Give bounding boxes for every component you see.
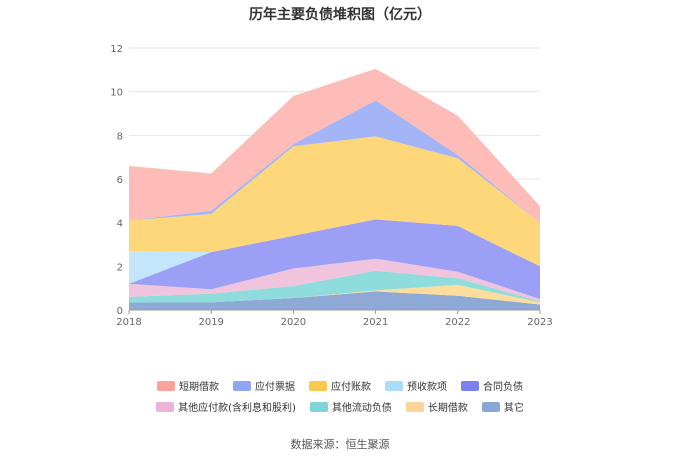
area-长期借款 [129, 284, 540, 305]
y-tick-label: 2 [117, 262, 123, 273]
area-其他流动负债 [129, 270, 540, 303]
y-tick-label: 0 [117, 306, 123, 317]
chart-title: 历年主要负债堆积图（亿元） [249, 7, 431, 23]
legend-row-1: 短期借款 应付票据 应付账款 预收款项 合同负债 [0, 378, 680, 393]
area-应付账款 [129, 136, 540, 267]
legend-item[interactable]: 应付账款 [309, 378, 371, 393]
legend-label: 合同负债 [483, 382, 523, 393]
legend-item[interactable]: 合同负债 [461, 378, 523, 393]
legend-swatch [385, 380, 403, 391]
legend-item[interactable]: 应付票据 [233, 378, 295, 393]
legend-label: 短期借款 [179, 382, 219, 393]
legend-label: 长期借款 [427, 403, 468, 414]
y-tick-label: 4 [117, 219, 123, 230]
legend-swatch [156, 401, 175, 412]
x-tick-label: 2021 [363, 317, 388, 328]
legend-item[interactable]: 预收款项 [385, 378, 447, 393]
area-其他应付款(含利息和股利) [129, 258, 540, 302]
area-series [129, 68, 540, 310]
x-tick-label: 2023 [527, 317, 552, 328]
legend-item[interactable]: 长期借款 [405, 399, 468, 414]
legend-row-2: 其他应付款(含利息和股利) 其他流动负债 长期借款 其它 [0, 399, 680, 414]
legend-swatch [461, 380, 479, 391]
stacked-area-chart: 0 2 4 6 8 10 12 2018 2019 2020 2021 2022 2023 [110, 44, 552, 328]
area-其它 [129, 291, 540, 310]
x-tick-label: 2018 [116, 317, 141, 328]
legend-swatch [309, 380, 327, 391]
y-tick-label: 6 [117, 175, 123, 186]
data-source: 数据来源：恒生聚源 [290, 438, 390, 451]
legend-label: 应付账款 [331, 382, 371, 393]
legend-swatch [405, 401, 424, 412]
legend-swatch [157, 380, 175, 391]
y-tick-label: 10 [110, 88, 123, 99]
legend-label: 其它 [503, 403, 524, 414]
area-合同负债 [129, 219, 540, 300]
legend-swatch [481, 401, 500, 412]
y-tick-label: 8 [117, 131, 123, 142]
legend-item[interactable]: 其他应付款(含利息和股利) [156, 399, 296, 414]
legend-item[interactable]: 短期借款 [157, 378, 219, 393]
x-tick-label: 2020 [281, 317, 306, 328]
legend-swatch [233, 380, 251, 391]
area-短期借款 [129, 68, 540, 223]
axes: 0 2 4 6 8 10 12 2018 2019 2020 2021 2022 2023 [110, 44, 552, 328]
legend-label: 应付票据 [255, 382, 295, 393]
area-应付票据 [129, 100, 540, 223]
x-tick-label: 2022 [445, 317, 470, 328]
legend-item[interactable]: 其它 [481, 399, 524, 414]
legend-item[interactable]: 其他流动负债 [309, 399, 392, 414]
legend-label: 预收款项 [407, 382, 447, 393]
legend-label: 其他流动负债 [331, 403, 392, 414]
x-tick-label: 2019 [198, 317, 223, 328]
legend-label: 其他应付款(含利息和股利) [178, 403, 296, 414]
y-tick-label: 12 [110, 44, 123, 55]
legend-swatch [309, 401, 328, 412]
